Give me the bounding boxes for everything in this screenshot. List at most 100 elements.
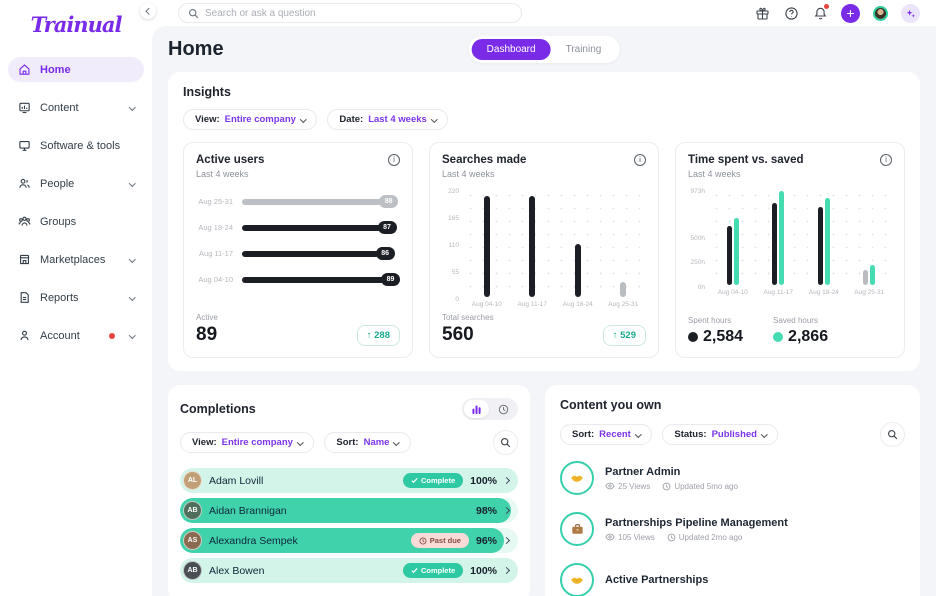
date-filter[interactable]: Date: Last 4 weeks (327, 109, 449, 130)
sidebar-item-reports[interactable]: Reports (8, 285, 144, 310)
info-icon[interactable]: i (388, 154, 400, 166)
saved-bar (824, 198, 830, 285)
chart-view-button[interactable] (464, 400, 489, 418)
saved-bar (779, 191, 785, 285)
footer-label: Active (196, 313, 218, 322)
content-you-own-title: Content you own (560, 398, 662, 412)
add-button[interactable]: + (841, 3, 860, 23)
y-tick: 165 (448, 215, 459, 222)
bar-value: 89 (381, 273, 400, 286)
tab-dashboard[interactable]: Dashboard (471, 38, 551, 60)
sidebar-nav: Home Content Software & tools People Groups M… (8, 57, 144, 348)
page-header: Home Dashboard Training (168, 26, 920, 72)
y-tick: 500h (690, 234, 705, 242)
completion-row[interactable]: AS Alexandra Sempek Past due 96% (180, 528, 518, 553)
sort-filter[interactable]: Sort: Name (324, 432, 411, 453)
y-tick: 973h (690, 188, 705, 195)
card-subtitle: Last 4 weeks (442, 169, 495, 179)
bar-value: 87 (377, 221, 397, 234)
sidebar-item-groups[interactable]: Groups (8, 209, 144, 234)
briefcase-icon (560, 512, 594, 546)
sidebar-item-label: People (40, 177, 75, 190)
reports-icon (20, 292, 29, 303)
sidebar-item-marketplaces[interactable]: Marketplaces (8, 247, 144, 272)
content-item[interactable]: Partnerships Pipeline Management 105 View… (560, 512, 905, 546)
y-tick: 0 (455, 296, 459, 303)
x-tick: Aug 04-10 (717, 289, 748, 296)
chevron-right-icon (502, 476, 511, 485)
past-due-badge: Past due (410, 533, 469, 548)
marketplaces-icon (19, 254, 30, 265)
views-count: 105 Views (605, 533, 655, 542)
y-tick: 0h (697, 284, 705, 291)
chevron-down-icon (128, 332, 135, 339)
completions-search-button[interactable] (493, 430, 518, 455)
chevron-down-icon (430, 116, 438, 123)
x-tick: Aug 04-10 (471, 301, 502, 308)
completion-row[interactable]: AB Aidan Brannigan 98% (180, 498, 518, 523)
chevron-down-icon (634, 431, 642, 438)
tab-training[interactable]: Training (551, 39, 617, 60)
completion-percent: 100% (470, 474, 497, 487)
completion-percent: 100% (470, 564, 497, 577)
ai-assistant-button[interactable] (901, 3, 920, 23)
notifications-icon[interactable] (812, 4, 829, 21)
sidebar-item-people[interactable]: People (8, 171, 144, 196)
week-label: Aug 11-17 (198, 249, 233, 258)
content-you-own-panel: Content you own Sort: Recent Status: Pub… (545, 385, 920, 596)
content-search-button[interactable] (880, 422, 905, 447)
hands-icon (560, 563, 594, 596)
search-icon (189, 8, 199, 18)
chevron-down-icon (296, 439, 304, 446)
active-users-row: Aug 25-31 88 (196, 195, 400, 208)
completion-row[interactable]: AB Alex Bowen Complete 100% (180, 558, 518, 583)
completion-row[interactable]: AL Adam Lovill Complete 100% (180, 468, 518, 493)
insights-panel: Insights View: Entire company Date: Last… (168, 72, 920, 371)
completions-title: Completions (180, 402, 256, 416)
sidebar-item-label: Software & tools (40, 139, 121, 152)
content-icon (19, 102, 30, 114)
status-filter[interactable]: Status: Published (662, 424, 779, 445)
chevron-down-icon (299, 116, 307, 123)
legend-spent: Spent hours 2,584 (688, 316, 744, 345)
completions-view-toggle (462, 398, 518, 420)
info-icon[interactable]: i (880, 154, 892, 166)
view-filter[interactable]: View: Entire company (180, 432, 315, 453)
sidebar-item-account[interactable]: Account (8, 323, 144, 348)
info-icon[interactable]: i (634, 154, 646, 166)
avatar: AS (183, 531, 202, 550)
history-view-button[interactable] (491, 400, 516, 418)
user-avatar[interactable] (873, 5, 888, 21)
searches-made-card: Searches made Last 4 weeks i 220 165 110 55… (429, 142, 659, 358)
footer-value: 89 (196, 324, 218, 345)
chevron-right-icon (502, 536, 511, 545)
sidebar-item-content[interactable]: Content (8, 95, 144, 120)
global-search[interactable] (178, 3, 522, 23)
help-icon[interactable] (783, 5, 799, 21)
sidebar-item-software-tools[interactable]: Software & tools (8, 133, 144, 158)
content-list: Partner Admin 25 Views Updated 5mo ago Part… (560, 461, 905, 596)
bar (574, 244, 581, 297)
content-item[interactable]: Partner Admin 25 Views Updated 5mo ago (560, 461, 905, 495)
sidebar-collapse-button[interactable] (140, 3, 156, 19)
x-tick: Aug 25-31 (854, 289, 885, 296)
gift-icon[interactable] (754, 5, 770, 21)
completions-filters: View: Entire company Sort: Name (180, 430, 518, 455)
bar (242, 198, 383, 205)
sidebar-item-label: Reports (40, 291, 79, 304)
x-tick: Aug 11-17 (763, 289, 793, 296)
content-item[interactable]: Active Partnerships (560, 563, 905, 596)
chevron-left-icon (145, 7, 153, 15)
search-icon (501, 438, 511, 448)
search-input[interactable] (205, 7, 512, 19)
view-filter[interactable]: View: Entire company (183, 109, 318, 130)
bar (529, 196, 536, 297)
person-name: Adam Lovill (209, 474, 264, 487)
person-name: Alexandra Sempek (209, 534, 298, 547)
alert-dot (108, 332, 115, 339)
sidebar-item-home[interactable]: Home (8, 57, 144, 82)
delta-badge: ↑ 529 (602, 325, 646, 346)
complete-badge: Complete (402, 473, 464, 488)
sort-filter[interactable]: Sort: Recent (560, 424, 653, 445)
bar (483, 196, 490, 297)
